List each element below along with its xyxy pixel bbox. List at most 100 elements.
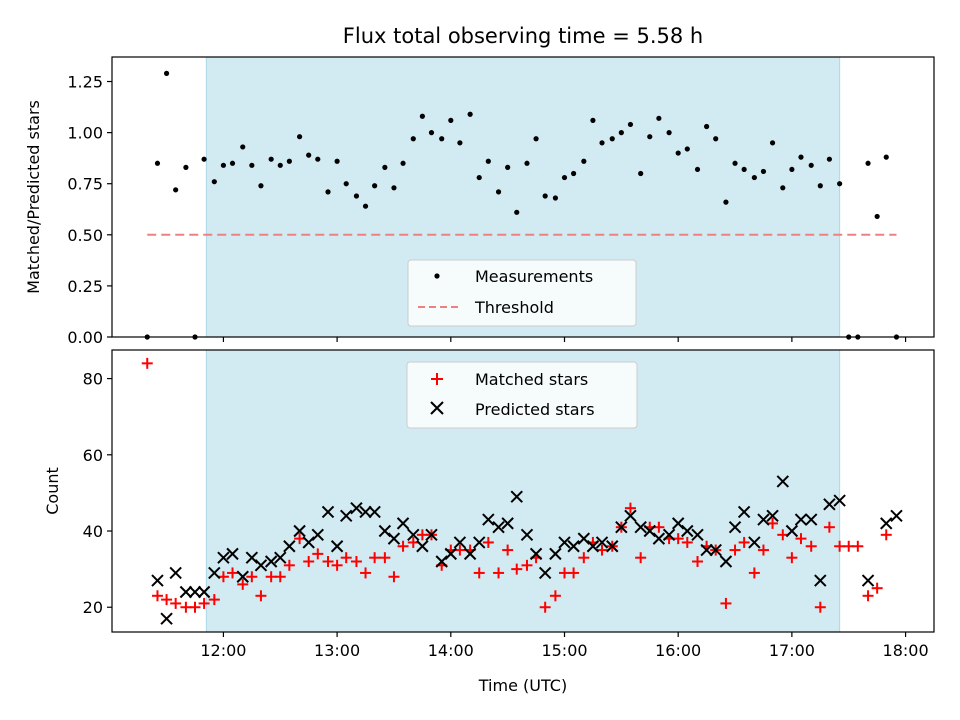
- measurement-point: [163, 70, 170, 76]
- matched-star-point: [407, 536, 419, 548]
- predicted-star-point: [520, 528, 534, 542]
- top-y-tick-label: 0.00: [67, 328, 103, 347]
- matched-star-point: [493, 567, 505, 579]
- matched-star-point: [274, 571, 286, 583]
- bottom-y-axis-label: Count: [43, 467, 62, 515]
- predicted-star-point: [709, 543, 722, 557]
- predicted-star-point: [615, 520, 628, 534]
- predicted-star-point: [833, 494, 846, 507]
- predicted-star-point: [814, 574, 827, 587]
- predicted-star-point: [719, 555, 733, 568]
- measurement-point: [428, 130, 435, 136]
- measurement-point: [353, 193, 360, 199]
- matched-star-point: [681, 536, 693, 548]
- legend-matched-marker: [431, 373, 443, 385]
- bottom-y-tick-label: 20: [83, 598, 103, 617]
- bottom-x-tick-label: 15:00: [541, 641, 587, 660]
- predicted-star-point: [606, 540, 619, 553]
- top-y-axis-label: Matched/Predicted stars: [24, 100, 43, 294]
- predicted-stars-series: [151, 475, 903, 625]
- matched-star-point: [397, 540, 409, 552]
- matched-star-point: [578, 552, 590, 564]
- matched-star-point: [482, 536, 494, 548]
- predicted-star-point: [179, 585, 193, 599]
- matched-star-point: [322, 556, 334, 567]
- matched-star-point: [360, 567, 372, 579]
- measurement-point: [154, 160, 161, 166]
- matched-star-point: [161, 594, 173, 606]
- matched-star-point: [350, 556, 362, 567]
- measurement-point: [268, 156, 274, 162]
- predicted-star-point: [407, 528, 420, 542]
- measurement-point: [581, 158, 587, 164]
- matched-star-point: [331, 559, 343, 571]
- predicted-star-point: [151, 574, 164, 587]
- measurement-point: [258, 183, 264, 189]
- measurement-point: [570, 170, 577, 177]
- predicted-star-point: [643, 524, 656, 538]
- measurement-point: [524, 160, 530, 166]
- measurement-point: [306, 152, 312, 158]
- measurement-point: [410, 136, 416, 142]
- measurement-point: [391, 185, 397, 191]
- matched-star-point: [217, 571, 229, 583]
- measurement-point: [789, 166, 795, 173]
- predicted-star-point: [169, 566, 182, 580]
- predicted-star-point: [766, 509, 779, 522]
- measurement-point: [382, 164, 388, 170]
- legend-threshold-label: Threshold: [474, 298, 554, 317]
- top-plot-frame: [111, 56, 935, 338]
- bottom-y-axis-ticks: 20 40 60 80: [83, 370, 112, 617]
- matched-star-point: [294, 533, 306, 545]
- predicted-star-point: [378, 524, 392, 538]
- measurement-point: [798, 154, 804, 160]
- predicted-star-point: [444, 547, 458, 561]
- matched-star-point: [880, 529, 892, 541]
- predicted-star-point: [681, 524, 694, 538]
- measurement-point: [476, 174, 482, 181]
- matched-star-point: [473, 567, 485, 579]
- predicted-star-point: [880, 517, 893, 530]
- measurement-point: [865, 160, 871, 166]
- predicted-star-point: [396, 517, 410, 530]
- predicted-star-point: [368, 505, 381, 519]
- predicted-star-point: [492, 520, 505, 534]
- matched-star-point: [823, 521, 835, 533]
- measurement-point: [315, 156, 321, 162]
- legend-predicted-label: Predicted stars: [475, 400, 595, 419]
- measurement-point: [713, 136, 719, 142]
- predicted-star-point: [748, 536, 761, 549]
- measurement-point: [590, 117, 596, 123]
- measurement-point: [173, 187, 179, 193]
- matched-star-point: [189, 601, 201, 613]
- predicted-star-point: [538, 566, 552, 580]
- matched-star-point: [539, 601, 551, 613]
- predicted-star-point: [700, 543, 713, 557]
- predicted-star-point: [274, 551, 287, 564]
- matched-star-point: [502, 544, 514, 556]
- matched-star-point: [814, 601, 826, 613]
- predicted-star-point: [652, 532, 666, 545]
- measurement-point: [732, 160, 738, 166]
- matched-star-point: [312, 548, 324, 560]
- predicted-star-point: [558, 536, 571, 549]
- predicted-star-point: [226, 547, 239, 561]
- measurement-point: [485, 158, 491, 164]
- matched-star-point: [303, 556, 315, 567]
- measurement-point: [769, 140, 776, 146]
- predicted-star-point: [757, 513, 770, 526]
- predicted-star-point: [890, 509, 903, 522]
- predicted-star-point: [577, 532, 591, 545]
- measurement-point: [249, 162, 255, 168]
- matched-star-point: [852, 540, 864, 552]
- predicted-star-point: [805, 513, 818, 526]
- measurement-point: [505, 164, 511, 170]
- measurement-point: [533, 136, 539, 142]
- matched-star-point: [521, 559, 533, 571]
- predicted-star-point: [188, 585, 202, 599]
- matched-star-point: [862, 590, 874, 602]
- measurement-point: [675, 150, 681, 156]
- matched-star-point: [340, 552, 352, 564]
